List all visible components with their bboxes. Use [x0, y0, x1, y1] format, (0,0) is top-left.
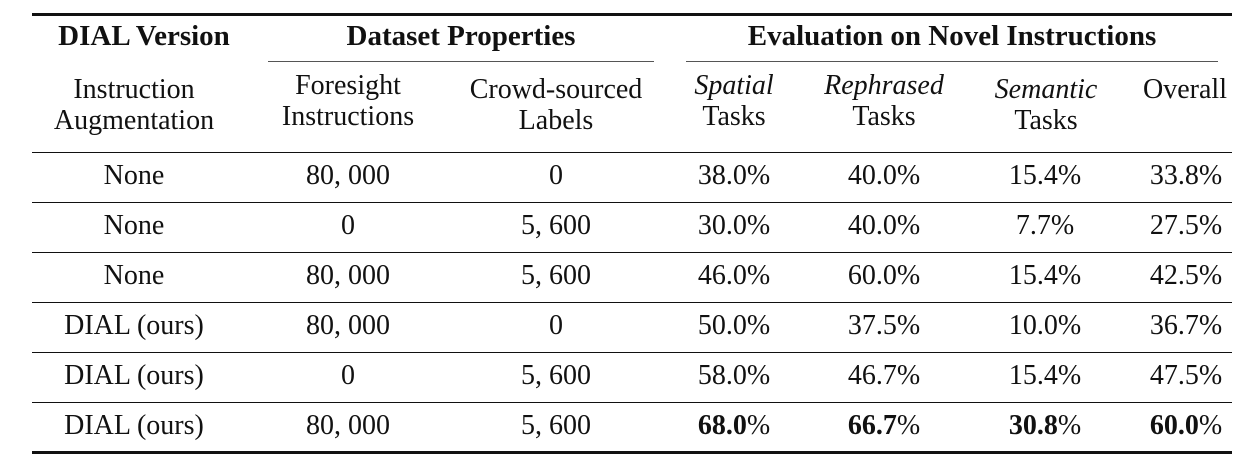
table-cell: 15.4% [1008, 260, 1082, 291]
table-cell: 33.8% [1149, 160, 1223, 191]
table-cell: 7.7% [1015, 210, 1075, 241]
bottom-rule [32, 451, 1232, 454]
table-cell: 0 [549, 160, 563, 191]
percent-sign: % [746, 410, 771, 441]
percent-sign: % [1198, 410, 1223, 441]
row-rule-4 [32, 352, 1232, 354]
table-cell: 15.4% [1008, 160, 1082, 191]
table-cell: 46.0% [697, 260, 771, 291]
table-cell: 40.0% [847, 160, 921, 191]
bold-value: 60.0 [1149, 410, 1199, 441]
column-header-foresight-instructions: Foresight Instructions [258, 70, 438, 132]
table-cell: 37.5% [847, 310, 921, 341]
dataset-group-underline [268, 61, 654, 63]
table-cell: 80, 000 [306, 410, 390, 441]
table-cell: 47.5% [1149, 360, 1223, 391]
table-cell: 60.0% [847, 260, 921, 291]
table-cell: 5, 600 [521, 360, 591, 391]
table-cell: 0 [341, 210, 355, 241]
table-cell: 40.0% [847, 210, 921, 241]
table-cell: 80, 000 [306, 260, 390, 291]
column-header-line2: Augmentation [53, 105, 215, 136]
column-header-semantic-tasks: Semantic Tasks [974, 74, 1118, 136]
table-cell: 68.0% [674, 412, 794, 440]
column-header-line1: Instruction [73, 74, 195, 105]
column-header-spatial-tasks: Spatial Tasks [674, 70, 794, 132]
bold-value: 68.0 [697, 410, 747, 441]
table-cell: 15.4% [1008, 360, 1082, 391]
column-header-line1: Spatial [694, 70, 774, 101]
table-cell: DIAL (ours) [64, 410, 204, 441]
column-header-line2: Tasks [852, 101, 916, 132]
table-cell: None [103, 210, 165, 241]
row-rule-3 [32, 302, 1232, 304]
column-header-line2: Labels [518, 105, 594, 136]
table-cell: None [103, 160, 165, 191]
column-header-rephrased-tasks: Rephrased Tasks [804, 70, 964, 132]
group-header-evaluation: Evaluation on Novel Instructions [747, 20, 1157, 52]
percent-sign: % [1057, 410, 1082, 441]
table-cell: 0 [341, 360, 355, 391]
bold-value: 30.8 [1008, 410, 1058, 441]
column-header-line2: Tasks [702, 101, 766, 132]
column-header-line1: Crowd-sourced [469, 74, 643, 105]
table-cell: 50.0% [697, 310, 771, 341]
column-header-overall: Overall [1130, 74, 1240, 105]
column-header-line2: Instructions [281, 101, 415, 132]
table-cell: 58.0% [697, 360, 771, 391]
group-header-dataset-properties: Dataset Properties [346, 20, 576, 52]
table-cell: 30.0% [697, 210, 771, 241]
table-cell: 80, 000 [306, 160, 390, 191]
table-cell: 5, 600 [521, 410, 591, 441]
header-rule [32, 152, 1232, 154]
group-header-dial-version: DIAL Version [58, 20, 230, 52]
table-cell: DIAL (ours) [64, 360, 204, 391]
table-cell: 30.8% [975, 412, 1115, 440]
column-header-crowd-sourced-labels: Crowd-sourced Labels [450, 74, 662, 136]
table-cell: 0 [549, 310, 563, 341]
table-cell: DIAL (ours) [64, 310, 204, 341]
table-cell: 66.7% [809, 412, 959, 440]
column-header-line2: Tasks [1014, 105, 1078, 136]
table-cell: 60.0% [1131, 412, 1241, 440]
top-rule [32, 13, 1232, 16]
percent-sign: % [896, 410, 921, 441]
row-rule-1 [32, 202, 1232, 204]
table-cell: 10.0% [1008, 310, 1082, 341]
column-header-line1: Rephrased [824, 70, 944, 101]
table-cell: 36.7% [1149, 310, 1223, 341]
row-rule-2 [32, 252, 1232, 254]
evaluation-group-underline [686, 61, 1218, 63]
table-cell: 80, 000 [306, 310, 390, 341]
table-cell: None [103, 260, 165, 291]
table-cell: 38.0% [697, 160, 771, 191]
table-cell: 46.7% [847, 360, 921, 391]
column-header-line1: Semantic [994, 74, 1098, 105]
bold-value: 66.7 [847, 410, 897, 441]
table-cell: 42.5% [1149, 260, 1223, 291]
table-cell: 5, 600 [521, 260, 591, 291]
table-cell: 27.5% [1149, 210, 1223, 241]
column-header-line2: Overall [1143, 74, 1227, 105]
column-header-line1: Foresight [295, 70, 401, 101]
column-header-instruction-augmentation: Instruction Augmentation [34, 74, 234, 136]
row-rule-5 [32, 402, 1232, 404]
table-cell: 5, 600 [521, 210, 591, 241]
